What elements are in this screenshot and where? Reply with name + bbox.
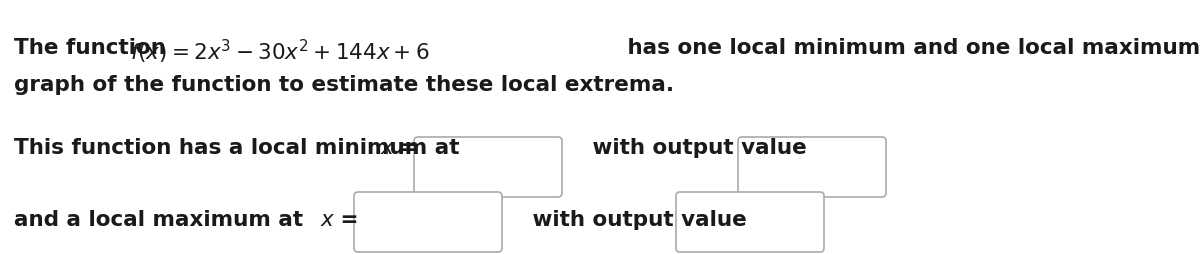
- Text: $f(x) = 2x^3 - 30x^2 + 144x + 6$: $f(x) = 2x^3 - 30x^2 + 144x + 6$: [130, 38, 430, 66]
- Text: This function has a local minimum at: This function has a local minimum at: [14, 138, 467, 158]
- FancyBboxPatch shape: [676, 192, 824, 252]
- Text: $x$: $x$: [320, 210, 336, 230]
- Text: The function: The function: [14, 38, 173, 58]
- Text: $x$: $x$: [380, 138, 396, 158]
- Text: has one local minimum and one local maximum.  Use a: has one local minimum and one local maxi…: [620, 38, 1200, 58]
- Text: =: =: [394, 138, 419, 158]
- FancyBboxPatch shape: [738, 137, 886, 197]
- FancyBboxPatch shape: [354, 192, 502, 252]
- Text: =: =: [334, 210, 359, 230]
- FancyBboxPatch shape: [414, 137, 562, 197]
- Text: and a local maximum at: and a local maximum at: [14, 210, 311, 230]
- Text: graph of the function to estimate these local extrema.: graph of the function to estimate these …: [14, 75, 674, 95]
- Text: with output value: with output value: [570, 138, 806, 158]
- Text: with output value: with output value: [510, 210, 746, 230]
